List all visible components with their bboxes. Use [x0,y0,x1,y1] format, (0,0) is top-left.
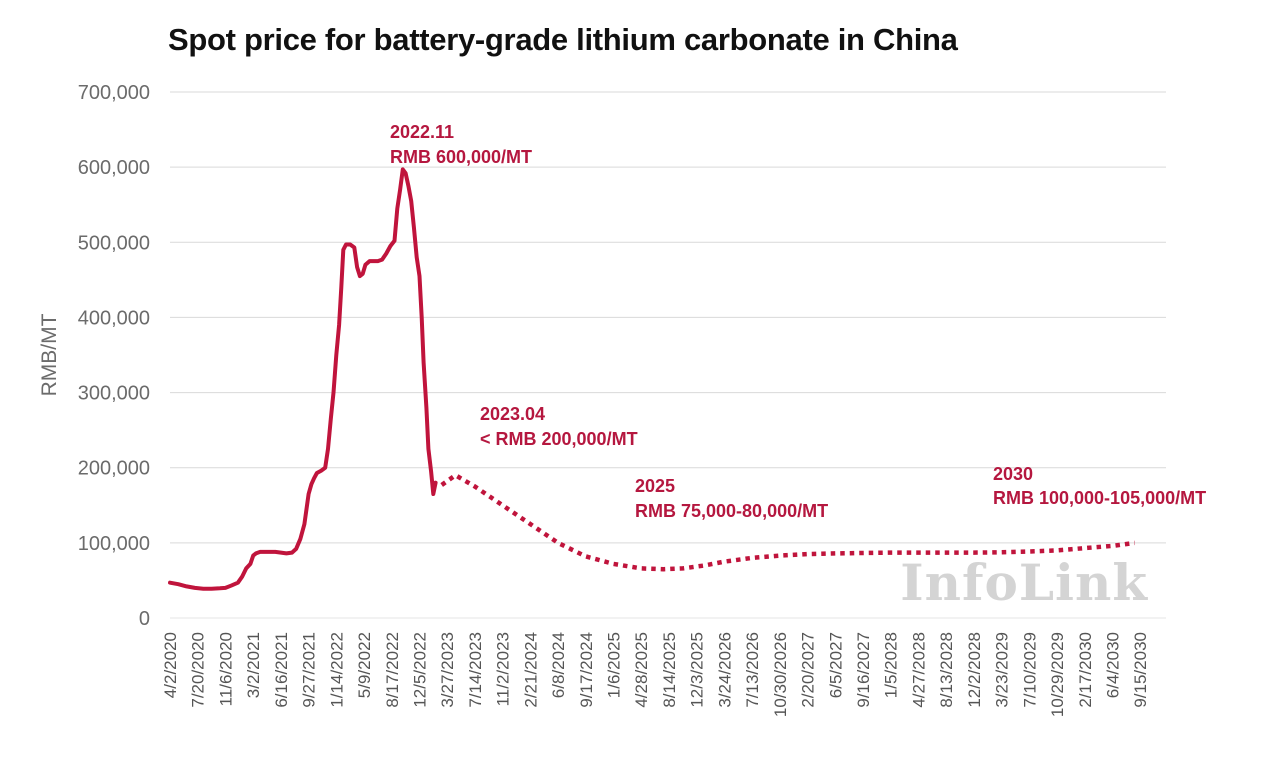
y-tick-label: 100,000 [78,533,150,555]
x-tick-label: 7/13/2026 [743,632,762,708]
x-tick-label: 5/9/2022 [355,632,374,698]
y-tick-label: 500,000 [78,232,150,254]
annotation-2030: 2030 RMB 100,000-105,000/MT [993,464,1206,508]
x-tick-label: 9/16/2027 [854,632,873,708]
y-tick-label: 0 [139,608,150,630]
annotation-2030-value: RMB 100,000-105,000/MT [993,488,1206,508]
x-tick-labels: 4/2/2020 7/20/2020 11/6/2020 3/2/2021 6/16/2… [161,632,1150,717]
x-tick-label: 10/30/2026 [771,632,790,717]
y-tick-labels: 0 100,000 200,000 300,000 400,000 500,000 600,… [78,82,150,630]
x-tick-label: 12/2/2028 [965,632,984,708]
annotation-drop: 2023.04 < RMB 200,000/MT [480,404,638,449]
y-tick-label: 300,000 [78,383,150,405]
x-tick-label: 4/28/2025 [632,632,651,708]
x-tick-label: 7/20/2020 [189,632,208,708]
x-tick-label: 6/8/2024 [549,632,568,698]
x-tick-label: 1/5/2028 [882,632,901,698]
x-tick-label: 4/27/2028 [909,632,928,708]
x-tick-label: 8/14/2025 [660,632,679,708]
watermark-logo: InfoLink [900,553,1148,612]
y-tick-label: 400,000 [78,307,150,329]
annotation-drop-value: < RMB 200,000/MT [480,429,638,449]
series [168,167,1136,591]
gridlines [170,91,1166,619]
x-tick-label: 2/21/2024 [521,632,540,708]
x-tick-label: 9/27/2021 [300,632,319,708]
forecast-line [440,472,1136,572]
x-tick-label: 10/29/2029 [1048,632,1067,717]
actual-price-line [168,167,438,591]
annotation-2030-date: 2030 [993,464,1033,484]
x-tick-label: 8/13/2028 [937,632,956,708]
x-tick-label: 1/6/2025 [605,632,624,698]
x-tick-label: 2/20/2027 [799,632,818,708]
y-axis-label: RMB/MT [38,313,61,396]
x-tick-label: 4/2/2020 [161,632,180,698]
annotation-peak-date: 2022.11 [390,122,454,142]
x-tick-label: 8/17/2022 [383,632,402,708]
y-tick-label: 200,000 [78,458,150,480]
x-tick-label: 6/16/2021 [272,632,291,708]
x-tick-label: 12/5/2022 [410,632,429,708]
x-tick-label: 9/17/2024 [577,632,596,708]
chart-title: Spot price for battery-grade lithium car… [168,22,958,57]
x-tick-label: 2/17/2030 [1076,632,1095,708]
annotation-2025-value: RMB 75,000-80,000/MT [635,501,828,521]
x-tick-label: 9/15/2030 [1131,632,1150,708]
annotation-peak-value: RMB 600,000/MT [390,147,532,167]
x-tick-label: 3/24/2026 [715,632,734,708]
x-tick-label: 6/4/2030 [1103,632,1122,698]
x-tick-label: 7/10/2029 [1020,632,1039,708]
annotation-drop-date: 2023.04 [480,404,545,424]
annotation-2025: 2025 RMB 75,000-80,000/MT [635,476,828,521]
x-tick-label: 11/6/2020 [216,632,235,706]
annotation-peak: 2022.11 RMB 600,000/MT [390,122,532,167]
annotation-2025-date: 2025 [635,476,675,496]
x-tick-label: 7/14/2023 [466,632,485,708]
x-tick-label: 3/27/2023 [438,632,457,708]
x-tick-label: 3/2/2021 [244,632,263,698]
x-tick-label: 1/14/2022 [327,632,346,708]
x-tick-label: 11/2/2023 [494,632,513,706]
x-tick-label: 3/23/2029 [993,632,1012,708]
y-tick-label: 700,000 [78,82,150,104]
y-tick-label: 600,000 [78,157,150,179]
x-tick-label: 6/5/2027 [826,632,845,698]
x-tick-label: 12/3/2025 [688,632,707,708]
